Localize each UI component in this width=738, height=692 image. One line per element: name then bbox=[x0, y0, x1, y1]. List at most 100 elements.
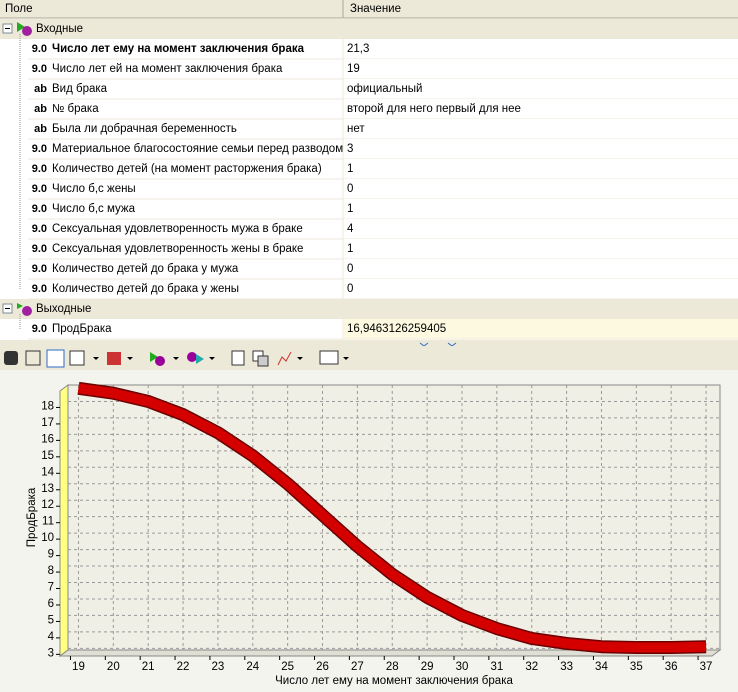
group-row-bg bbox=[0, 299, 738, 319]
x-tick-label: 34 bbox=[595, 661, 608, 673]
x-tick-label: 36 bbox=[665, 661, 678, 673]
row-name[interactable]: Число б,с жены bbox=[52, 183, 136, 195]
y-tick-label: 8 bbox=[48, 565, 54, 577]
row-value[interactable]: 4 bbox=[347, 223, 354, 235]
x-tick-label: 27 bbox=[351, 661, 364, 673]
row-name[interactable]: Сексуальная удовлетворенность мужа в бра… bbox=[52, 223, 303, 235]
y-tick-label: 7 bbox=[48, 582, 54, 594]
toolbar-icons[interactable] bbox=[4, 349, 349, 368]
row-value-bg bbox=[344, 279, 738, 299]
group-icon bbox=[22, 306, 32, 316]
row-value[interactable]: 0 bbox=[347, 263, 353, 275]
y-axis-title: ПродБрака bbox=[26, 487, 38, 547]
row-name[interactable]: Количество детей до брака у жены bbox=[52, 283, 239, 295]
row-value-bg bbox=[344, 79, 738, 99]
row-value-bg bbox=[344, 179, 738, 199]
x-tick-label: 19 bbox=[72, 661, 85, 673]
row-value[interactable]: 3 bbox=[347, 143, 353, 155]
group-icon bbox=[17, 22, 25, 32]
row-type: ab bbox=[34, 103, 47, 115]
row-value[interactable]: 1 bbox=[347, 243, 353, 255]
series-line bbox=[77, 383, 707, 653]
row-type: ab bbox=[34, 83, 47, 95]
y-tick-label: 5 bbox=[48, 614, 54, 626]
x-tick-label: 21 bbox=[142, 661, 155, 673]
header-value[interactable]: Значение bbox=[350, 3, 401, 15]
row-value-bg bbox=[344, 139, 738, 159]
row-value-bg bbox=[344, 239, 738, 259]
row-type: 9.0 bbox=[32, 323, 47, 335]
plot-area bbox=[67, 384, 721, 651]
y-tick-label: 11 bbox=[42, 516, 54, 528]
row-type: 9.0 bbox=[32, 203, 47, 215]
row-name[interactable]: Число б,с мужа bbox=[52, 203, 136, 215]
y-tick-label: 18 bbox=[41, 400, 54, 412]
row-value[interactable]: 1 bbox=[347, 163, 353, 175]
row-name[interactable]: Сексуальная удовлетворенность жены в бра… bbox=[52, 243, 303, 255]
y-tick-label: 13 bbox=[41, 483, 54, 495]
x-axis-title: Число лет ему на момент заключения брака bbox=[275, 675, 513, 687]
row-name[interactable]: Число лет ей на момент заключения брака bbox=[52, 63, 283, 75]
row-value[interactable]: официальный bbox=[347, 83, 422, 95]
row-type: 9.0 bbox=[32, 43, 47, 55]
row-value[interactable]: нет bbox=[347, 123, 365, 135]
row-value-bg bbox=[344, 199, 738, 219]
x-tick-label: 23 bbox=[212, 661, 225, 673]
row-name[interactable]: Вид брака bbox=[52, 83, 108, 95]
row-name[interactable]: Была ли добрачная беременность bbox=[52, 123, 237, 135]
row-value-bg bbox=[344, 259, 738, 279]
x-tick-label: 33 bbox=[560, 661, 573, 673]
x-tick-label: 30 bbox=[456, 661, 469, 673]
x-tick-label: 29 bbox=[421, 661, 434, 673]
row-value-bg bbox=[344, 99, 738, 119]
row-value-bg bbox=[344, 159, 738, 179]
row-value[interactable]: 19 bbox=[347, 63, 360, 75]
row-name[interactable]: ПродБрака bbox=[52, 323, 112, 335]
y-tick-label: 16 bbox=[41, 433, 54, 445]
x-tick-label: 31 bbox=[490, 661, 503, 673]
row-value-bg bbox=[344, 219, 738, 239]
row-type: 9.0 bbox=[32, 223, 47, 235]
row-value[interactable]: 0 bbox=[347, 183, 353, 195]
row-type: 9.0 bbox=[32, 143, 47, 155]
group-label[interactable]: Выходные bbox=[36, 303, 91, 315]
row-value-bg bbox=[344, 119, 738, 139]
row-type: 9.0 bbox=[32, 243, 47, 255]
x-tick-label: 20 bbox=[107, 661, 120, 673]
y-tick-label: 12 bbox=[41, 499, 54, 511]
row-name[interactable]: № брака bbox=[52, 103, 99, 115]
floor bbox=[58, 649, 722, 657]
group-icon bbox=[17, 303, 23, 309]
row-type: ab bbox=[34, 123, 47, 135]
group-label[interactable]: Входные bbox=[36, 23, 83, 35]
row-value[interactable]: 16,9463126259405 bbox=[347, 323, 446, 335]
x-tick-label: 32 bbox=[525, 661, 538, 673]
y-tick-label: 4 bbox=[48, 631, 55, 643]
left-wall bbox=[59, 384, 69, 657]
row-name[interactable]: Количество детей (на момент расторжения … bbox=[52, 163, 322, 175]
row-value[interactable]: второй для него первый для нее bbox=[347, 103, 521, 115]
y-tick-label: 17 bbox=[41, 417, 54, 429]
y-tick-label: 15 bbox=[41, 450, 54, 462]
row-name[interactable]: Материальное благосостояние семьи перед … bbox=[52, 143, 343, 155]
row-value[interactable]: 0 bbox=[347, 283, 353, 295]
x-tick-label: 22 bbox=[177, 661, 190, 673]
y-tick-label: 3 bbox=[48, 647, 54, 659]
row-value-bg bbox=[344, 39, 738, 59]
row-value[interactable]: 1 bbox=[347, 203, 353, 215]
x-tick-label: 28 bbox=[386, 661, 399, 673]
row-value[interactable]: 21,3 bbox=[347, 43, 369, 55]
row-type: 9.0 bbox=[32, 263, 47, 275]
y-tick-label: 14 bbox=[41, 466, 54, 478]
splitter[interactable] bbox=[0, 340, 738, 346]
row-type: 9.0 bbox=[32, 283, 47, 295]
header-field[interactable]: Поле bbox=[5, 3, 33, 15]
x-tick-label: 24 bbox=[246, 661, 259, 673]
row-name[interactable]: Число лет ему на момент заключения брака bbox=[52, 43, 305, 55]
y-tick-label: 10 bbox=[41, 532, 54, 544]
row-name[interactable]: Количество детей до брака у мужа bbox=[52, 263, 239, 275]
header-bg bbox=[0, 0, 738, 18]
row-type: 9.0 bbox=[32, 183, 47, 195]
